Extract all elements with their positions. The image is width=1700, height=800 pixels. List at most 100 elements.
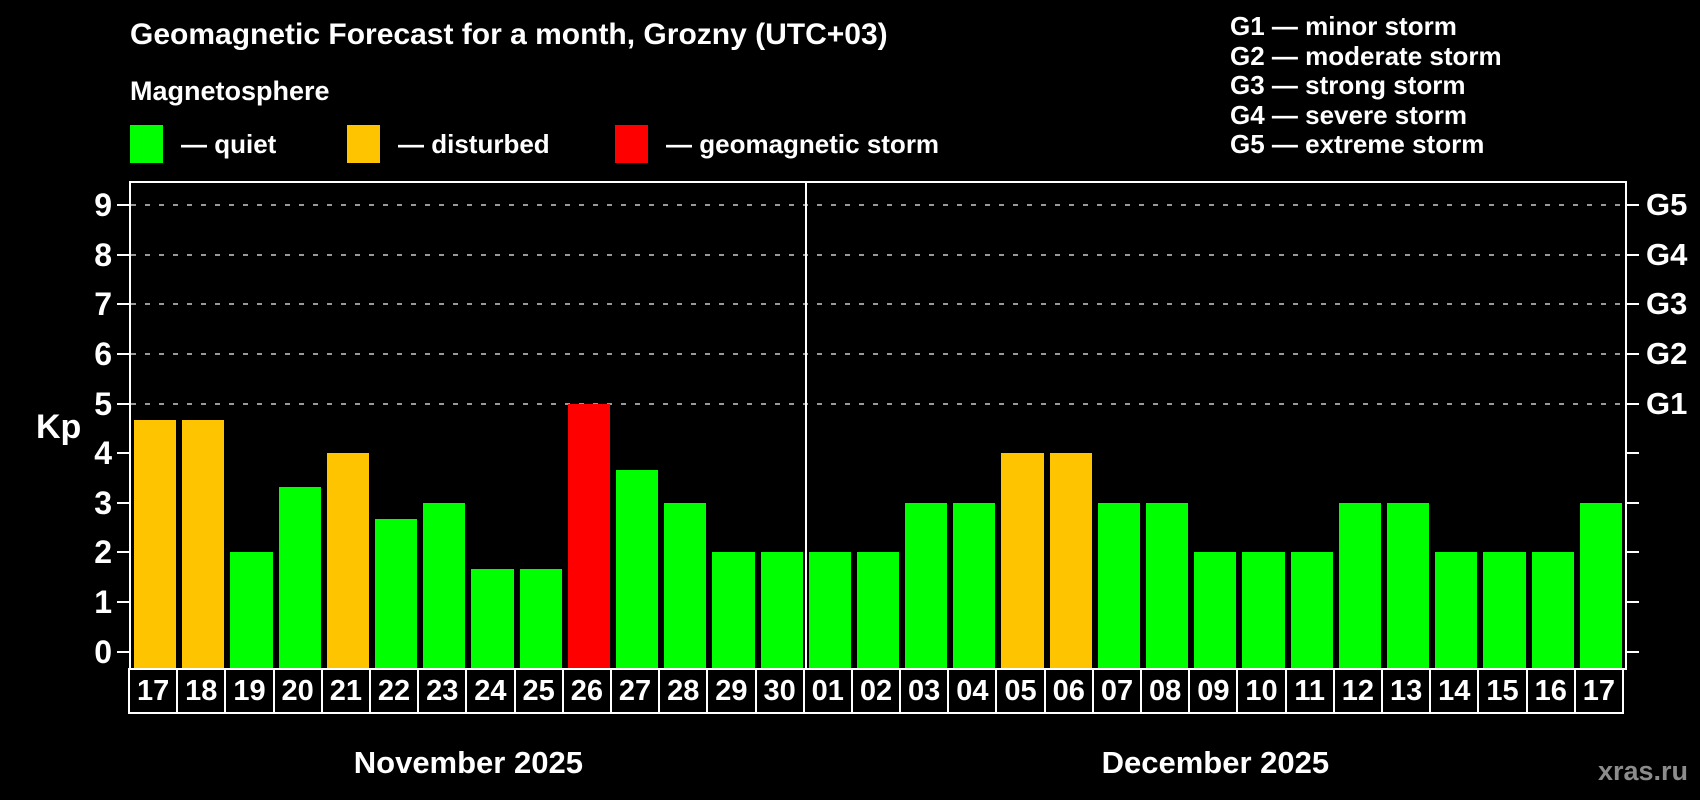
right-axis-label-G5: G5 [1646, 187, 1688, 223]
y-tick-label-1: 1 [94, 584, 112, 621]
left-tick-2 [117, 551, 129, 554]
gridline-kp-6 [131, 353, 1625, 356]
day-label-nov-26: 26 [561, 668, 612, 714]
y-axis-title-kp: Kp [36, 408, 82, 446]
g-scale-legend: G1 — minor storm G2 — moderate storm G3 … [1230, 11, 1502, 160]
right-tick-9 [1627, 204, 1639, 207]
day-label-dec-05: 05 [995, 668, 1046, 714]
day-label-dec-04: 04 [947, 668, 998, 714]
day-label-nov-24: 24 [465, 668, 516, 714]
gridline-kp-7 [131, 303, 1625, 306]
kp-bar-dec-07 [1097, 502, 1141, 668]
day-label-nov-21: 21 [320, 668, 371, 714]
g4-legend-line: G4 — severe storm [1230, 99, 1468, 130]
g5-legend-line: G5 — extreme storm [1230, 129, 1485, 159]
day-label-dec-15: 15 [1477, 668, 1528, 714]
kp-bar-nov-29 [712, 552, 755, 668]
kp-bar-dec-13 [1387, 502, 1430, 668]
month-separator-line [804, 183, 807, 668]
kp-bar-dec-01 [808, 552, 851, 668]
kp-bar-dec-10 [1242, 552, 1285, 668]
right-axis-label-G1: G1 [1646, 385, 1688, 421]
kp-bar-dec-02 [856, 552, 900, 668]
left-tick-9 [117, 204, 129, 207]
right-tick-1 [1627, 601, 1639, 604]
right-axis-label-G3: G3 [1646, 286, 1688, 322]
kp-bar-dec-06 [1049, 453, 1092, 668]
day-label-nov-18: 18 [176, 668, 227, 714]
day-label-dec-12: 12 [1332, 668, 1384, 714]
gridline-kp-8 [131, 253, 1625, 256]
y-tick-label-7: 7 [94, 286, 112, 323]
day-label-dec-09: 09 [1188, 668, 1239, 714]
kp-bar-dec-12 [1338, 502, 1382, 668]
kp-bar-nov-25 [519, 568, 562, 668]
kp-bar-dec-16 [1531, 552, 1574, 668]
kp-bar-nov-18 [182, 420, 225, 668]
y-tick-label-2: 2 [94, 534, 112, 571]
day-label-row: 17 18 19 20 21 22 23 24 25 26 27 28 29 30 01 02 03 04 05 06… [128, 668, 1627, 714]
watermark-text: xras.ru [1597, 756, 1688, 786]
right-tick-8 [1627, 253, 1639, 256]
day-label-dec-08: 08 [1140, 668, 1191, 714]
day-label-dec-06: 06 [1043, 668, 1094, 714]
y-tick-label-9: 9 [94, 187, 112, 224]
y-tick-label-6: 6 [94, 336, 112, 373]
day-label-nov-28: 28 [658, 668, 709, 714]
right-tick-0 [1627, 650, 1639, 653]
gridline-kp-5 [131, 402, 1625, 405]
day-label-dec-07: 07 [1091, 668, 1143, 714]
day-label-dec-03: 03 [899, 668, 950, 714]
day-label-dec-01: 01 [802, 668, 853, 714]
kp-bar-nov-21 [326, 453, 369, 668]
day-label-nov-22: 22 [368, 668, 420, 714]
right-tick-2 [1627, 551, 1639, 554]
day-label-nov-30: 30 [754, 668, 805, 714]
disturbed-color-swatch [347, 125, 380, 163]
kp-bar-dec-11 [1290, 552, 1333, 668]
legend-label-storm: — geomagnetic storm [666, 128, 940, 159]
kp-bar-dec-04 [953, 502, 996, 668]
day-label-dec-02: 02 [850, 668, 902, 714]
left-tick-4 [117, 452, 129, 455]
kp-bar-dec-15 [1483, 552, 1526, 668]
right-tick-3 [1627, 501, 1639, 504]
left-tick-1 [117, 601, 129, 604]
kp-bar-nov-20 [278, 486, 321, 668]
storm-color-swatch [615, 125, 648, 163]
right-tick-5 [1627, 402, 1639, 405]
left-tick-7 [117, 303, 129, 306]
left-tick-0 [117, 650, 129, 653]
kp-bar-nov-17 [134, 420, 177, 668]
right-axis-label-G2: G2 [1646, 336, 1688, 372]
kp-bar-dec-08 [1146, 502, 1189, 668]
kp-bar-nov-30 [760, 552, 803, 668]
month-label-november: November 2025 [353, 745, 583, 780]
kp-bar-nov-26 [567, 403, 610, 668]
kp-bar-nov-27 [615, 469, 659, 668]
day-label-dec-13: 13 [1381, 668, 1432, 714]
kp-bar-nov-23 [423, 502, 466, 668]
legend-label-quiet: — quiet [181, 128, 277, 159]
left-tick-6 [117, 353, 129, 356]
day-label-dec-11: 11 [1284, 668, 1335, 714]
day-label-nov-17: 17 [128, 668, 179, 714]
legend-item-quiet: — quiet [130, 124, 276, 164]
y-tick-label-0: 0 [94, 633, 112, 670]
day-label-nov-27: 27 [609, 668, 661, 714]
left-tick-8 [117, 253, 129, 256]
legend-label-disturbed: — disturbed [398, 128, 550, 159]
kp-bar-dec-17 [1579, 502, 1622, 668]
kp-bar-dec-09 [1194, 552, 1237, 668]
kp-bar-nov-28 [664, 502, 707, 668]
legend-item-storm: — geomagnetic storm [615, 124, 939, 164]
g3-legend-line: G3 — strong storm [1230, 70, 1466, 100]
kp-bar-dec-14 [1435, 552, 1478, 668]
page-title: Geomagnetic Forecast for a month, Grozny… [130, 18, 888, 51]
day-label-dec-17: 17 [1573, 668, 1624, 714]
plot-area [129, 181, 1627, 670]
day-label-nov-25: 25 [513, 668, 564, 714]
kp-bar-nov-22 [374, 519, 418, 668]
right-tick-6 [1627, 353, 1639, 356]
